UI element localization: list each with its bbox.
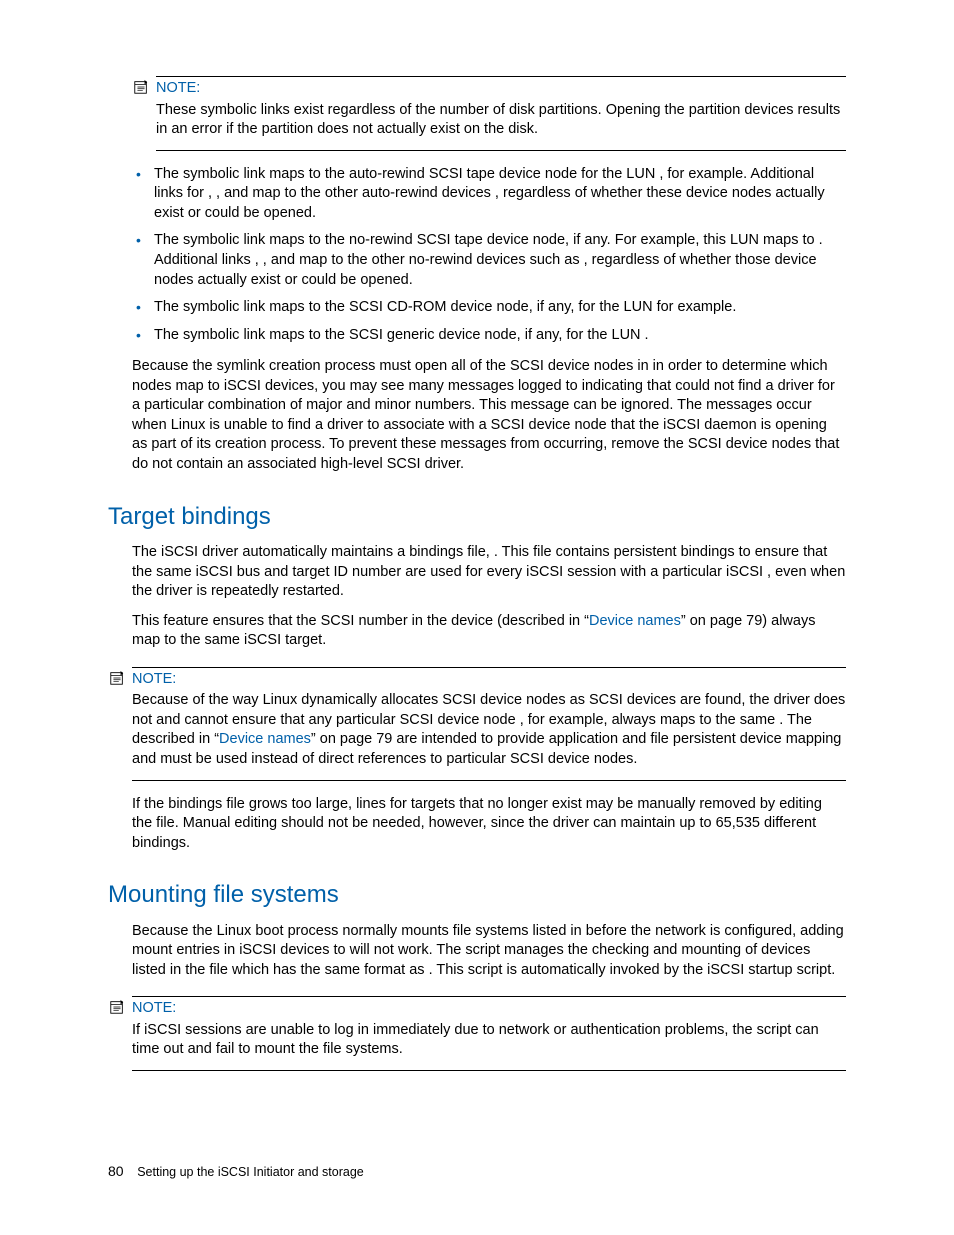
body-paragraph: Because the symlink creation process mus… [132,357,846,474]
list-item: The symbolic link maps to the no-rewind … [132,231,846,290]
note-body: If iSCSI sessions are unable to log in i… [132,1021,846,1060]
note-icon [108,999,126,1015]
note-label: NOTE: [156,79,200,99]
list-item: The symbolic link maps to the auto-rewin… [132,165,846,224]
document-page: NOTE: These symbolic links exist regardl… [0,0,954,1125]
note-block-3: NOTE: If iSCSI sessions are unable to lo… [108,996,846,1071]
note-rule [132,996,846,997]
body-paragraph: This feature ensures that the SCSI numbe… [132,612,846,651]
note-header: NOTE: [108,670,846,690]
note-rule [156,76,846,77]
page-number: 80 [108,1163,124,1179]
bullet-list: The symbolic link maps to the auto-rewin… [132,165,846,346]
body-paragraph: The iSCSI driver automatically maintains… [132,543,846,602]
note-rule [156,150,846,151]
note-body: These symbolic links exist regardless of… [156,101,846,140]
note-block-2: NOTE: Because of the way Linux dynamical… [108,667,846,781]
note-block-1: NOTE: These symbolic links exist regardl… [132,76,846,151]
heading-target-bindings: Target bindings [108,501,846,533]
footer-text: Setting up the iSCSI Initiator and stora… [137,1165,364,1179]
note-icon [108,670,126,686]
device-names-link[interactable]: Device names [219,731,311,747]
heading-mounting-file-systems: Mounting file systems [108,879,846,911]
note-header: NOTE: [132,79,846,99]
note-body: Because of the way Linux dynamically all… [132,691,846,769]
note-label: NOTE: [132,999,176,1019]
note-icon [132,79,150,95]
note-rule [132,780,846,781]
page-footer: 80 Setting up the iSCSI Initiator and st… [108,1162,364,1181]
body-paragraph: If the bindings file grows too large, li… [132,795,846,854]
list-item: The symbolic link maps to the SCSI gener… [132,326,846,346]
note-label: NOTE: [132,670,176,690]
text-span: This feature ensures that the SCSI numbe… [132,613,589,629]
device-names-link[interactable]: Device names [589,613,681,629]
note-header: NOTE: [108,999,846,1019]
list-item: The symbolic link maps to the SCSI CD-RO… [132,298,846,318]
note-rule [132,667,846,668]
note-rule [132,1070,846,1071]
body-paragraph: Because the Linux boot process normally … [132,922,846,981]
